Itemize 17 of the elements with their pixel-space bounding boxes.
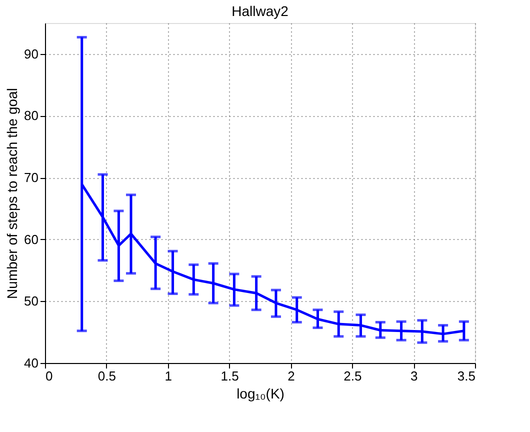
x-tick-label: 1 [164,368,172,384]
x-tick-label: 3 [410,368,418,384]
y-tick-label: 80 [24,108,38,124]
x-tick-label: 2 [288,368,295,384]
x-tick-label: 0 [46,368,53,384]
x-tick-label: 0.5 [98,368,116,384]
chart-title: Hallway2 [232,3,289,19]
y-tick-label: 70 [24,170,38,186]
y-tick-label: 50 [24,294,38,309]
x-tick-label: 2.5 [344,368,362,384]
x-tick-label: 3.5 [457,368,476,384]
y-tick-label: 40 [24,356,38,370]
y-tick-label: 90 [24,46,38,62]
y-tick-label: 60 [24,232,38,247]
x-axis-title: log₁₀(K) [236,386,284,402]
y-axis-title: Number of steps to reach the goal [4,88,20,299]
x-tick-label: 1.5 [220,368,239,384]
